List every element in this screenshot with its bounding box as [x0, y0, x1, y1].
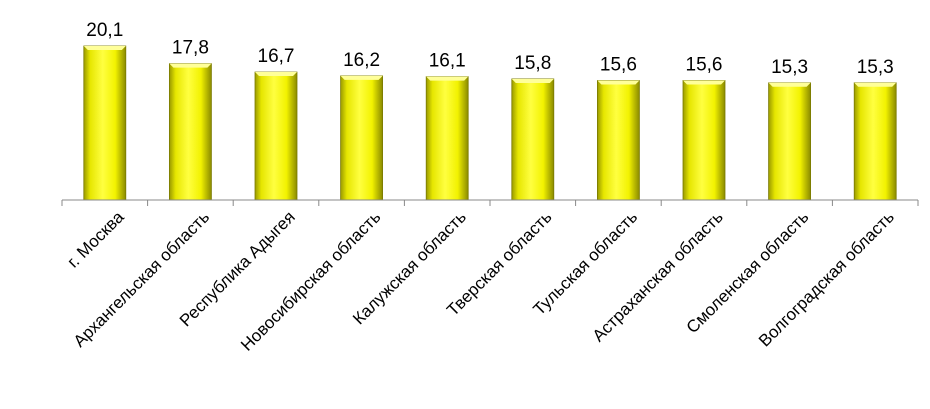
data-label: 17,8: [172, 38, 209, 59]
bar: [768, 82, 811, 201]
data-label: 16,1: [429, 51, 466, 72]
bar: [168, 63, 212, 201]
data-label: 16,2: [343, 50, 380, 71]
bar-top-bevel: [683, 80, 725, 85]
bar-top-bevel: [426, 76, 469, 81]
bar: [254, 71, 298, 201]
data-label: 15,6: [600, 54, 637, 75]
bar-top-bevel: [511, 78, 554, 83]
bar-top-bevel: [340, 75, 383, 80]
bar: [853, 82, 897, 201]
data-label: 16,7: [258, 46, 295, 67]
bar: [597, 80, 640, 201]
bar: [682, 80, 726, 201]
bar-top-bevel: [255, 72, 297, 77]
data-label: 20,1: [86, 20, 123, 41]
x-tick-label: г. Москва: [64, 207, 128, 271]
data-label: 15,8: [514, 53, 551, 74]
x-tick-label: Архангельская область: [70, 207, 214, 351]
bar: [425, 76, 469, 201]
data-label: 15,3: [857, 57, 894, 78]
bar-top-bevel: [768, 82, 811, 87]
bar-top-bevel: [83, 46, 126, 50]
x-tick-label: Новосибирская область: [237, 207, 384, 354]
bar-top-bevel: [169, 63, 212, 68]
bar: [340, 75, 384, 201]
bar: [511, 78, 555, 201]
data-label: 15,3: [771, 57, 808, 78]
bar-top-bevel: [597, 80, 640, 85]
data-label: 15,6: [686, 54, 723, 75]
bar: [83, 45, 127, 201]
bar-top-bevel: [854, 82, 897, 87]
